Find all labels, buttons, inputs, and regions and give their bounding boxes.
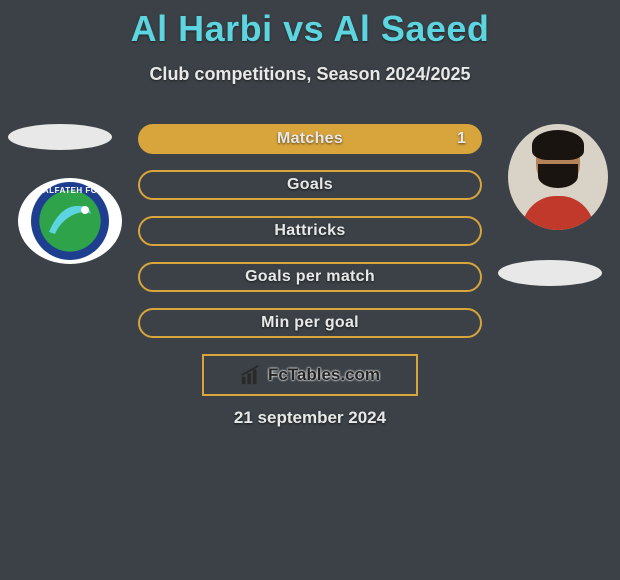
stat-row-hattricks: Hattricks <box>138 216 482 246</box>
stat-row-matches: Matches 1 <box>138 124 482 154</box>
club-swoosh-icon <box>45 202 95 238</box>
player-collar <box>522 196 594 230</box>
bar-chart-icon <box>240 364 262 386</box>
club-badge: ALFATEH FC <box>18 178 122 264</box>
stat-label: Goals <box>287 176 333 194</box>
right-player-photo <box>508 124 608 230</box>
stat-value-right: 1 <box>457 130 466 148</box>
stat-label: Goals per match <box>245 268 375 286</box>
stat-row-goals: Goals <box>138 170 482 200</box>
stat-label: Matches <box>277 130 343 148</box>
page-title: Al Harbi vs Al Saeed <box>0 0 620 50</box>
stat-label: Hattricks <box>274 222 345 240</box>
right-player-placeholder <box>498 260 602 286</box>
brand-text: FcTables.com <box>268 365 380 385</box>
brand-box: FcTables.com <box>202 354 418 396</box>
stats-column: Matches 1 Goals Hattricks Goals per matc… <box>138 124 482 354</box>
club-badge-inner: ALFATEH FC <box>31 182 109 260</box>
player-beard <box>538 164 578 188</box>
club-name: ALFATEH FC <box>31 186 109 195</box>
left-player-placeholder <box>8 124 112 150</box>
date-text: 21 september 2024 <box>0 408 620 428</box>
stat-row-goals-per-match: Goals per match <box>138 262 482 292</box>
stat-row-min-per-goal: Min per goal <box>138 308 482 338</box>
subtitle: Club competitions, Season 2024/2025 <box>0 64 620 85</box>
stat-label: Min per goal <box>261 314 359 332</box>
player-hair <box>532 130 584 160</box>
